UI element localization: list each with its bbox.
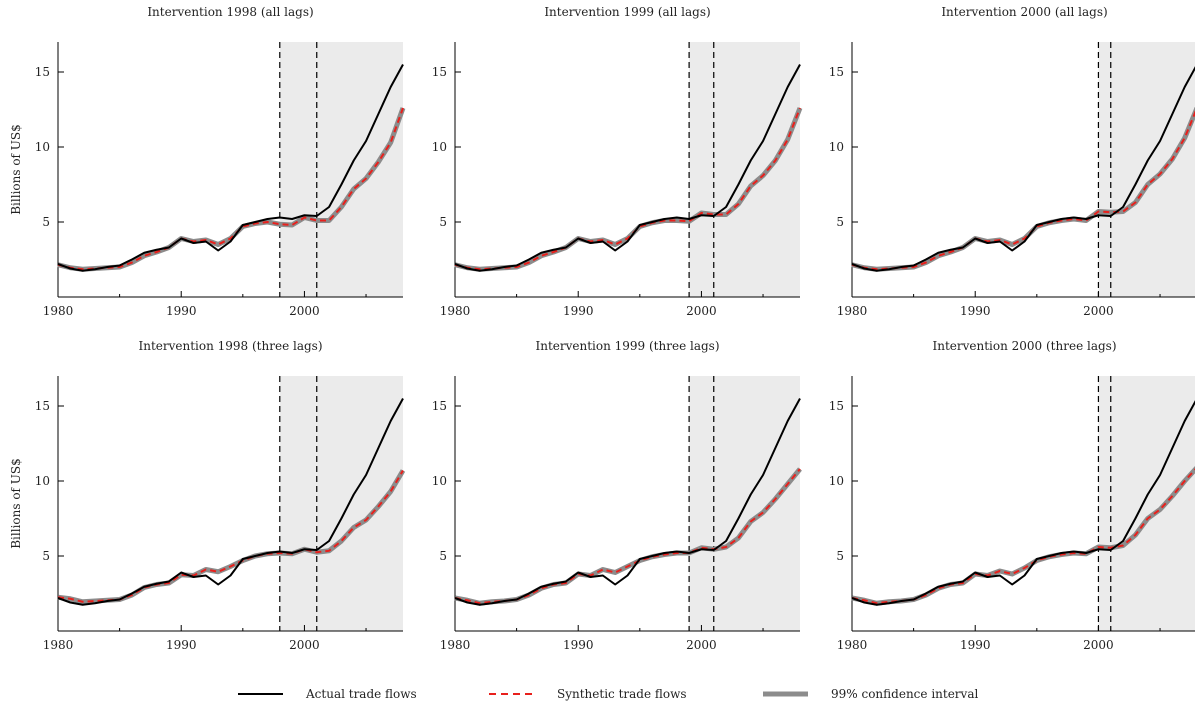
x-tick-label: 1990 — [563, 638, 594, 652]
legend-synthetic-label: Synthetic trade flows — [557, 687, 687, 701]
y-tick-label: 15 — [432, 399, 447, 413]
x-tick-label: 1980 — [43, 638, 74, 652]
actual-trade-flows-line — [851, 400, 1195, 606]
x-tick-label: 2000 — [1083, 304, 1114, 318]
post-intervention-shade — [279, 42, 403, 297]
x-tick-label: 1990 — [960, 304, 991, 318]
x-tick-label: 2000 — [1083, 638, 1114, 652]
legend-ci-label: 99% confidence interval — [831, 687, 978, 701]
legend-actual-label: Actual trade flows — [305, 687, 417, 701]
panel-2: Intervention 1999 (all lags) 1980 1990 2000… — [432, 5, 803, 318]
panel-title: Intervention 1999 (three lags) — [535, 339, 719, 353]
synthetic-trade-flows-line — [57, 469, 404, 603]
y-tick-label: 5 — [439, 549, 447, 563]
x-tick-label: 1980 — [440, 304, 471, 318]
y-tick-label: 10 — [432, 140, 447, 154]
synthetic-trade-flows-line — [57, 107, 404, 271]
actual-trade-flows-line — [57, 64, 404, 272]
panel-6: Intervention 2000 (three lags) 1980 1990 20… — [829, 339, 1195, 652]
y-tick-label: 5 — [439, 215, 447, 229]
panel-title: Intervention 1998 (all lags) — [147, 5, 313, 19]
actual-trade-flows-line — [57, 398, 404, 606]
post-intervention-shade — [1098, 42, 1195, 297]
actual-trade-flows-line — [454, 398, 801, 606]
x-tick-label: 1980 — [440, 638, 471, 652]
y-tick-label: 15 — [432, 65, 447, 79]
x-tick-label: 1990 — [960, 638, 991, 652]
y-tick-label: 10 — [35, 140, 50, 154]
chart-legend: Actual trade flows Synthetic trade flows… — [238, 687, 978, 701]
y-axis-label: Billions of US$ — [9, 124, 23, 215]
actual-trade-flows-line — [454, 64, 801, 272]
panel-title: Intervention 1998 (three lags) — [138, 339, 322, 353]
y-tick-label: 5 — [42, 215, 50, 229]
x-tick-label: 2000 — [289, 304, 320, 318]
y-tick-label: 10 — [829, 474, 844, 488]
x-tick-label: 1990 — [166, 304, 197, 318]
post-intervention-shade — [689, 42, 800, 297]
y-tick-label: 15 — [829, 399, 844, 413]
actual-trade-flows-line — [851, 66, 1195, 272]
y-tick-label: 10 — [432, 474, 447, 488]
post-intervention-shade — [1098, 376, 1195, 631]
post-intervention-shade — [689, 376, 800, 631]
synthetic-trade-flows-line — [851, 468, 1195, 605]
panel-title: Intervention 1999 (all lags) — [544, 5, 710, 19]
panel-5: Intervention 1999 (three lags) 1980 1990 20… — [432, 339, 802, 652]
y-tick-label: 5 — [42, 549, 50, 563]
y-tick-label: 10 — [35, 474, 50, 488]
y-tick-label: 15 — [35, 399, 50, 413]
y-tick-label: 15 — [829, 65, 844, 79]
synthetic-trade-flows-line — [454, 468, 801, 605]
chart-panels: Intervention 1998 (all lags) Billions of … — [9, 5, 1195, 652]
y-tick-label: 15 — [35, 65, 50, 79]
y-axis-label: Billions of US$ — [9, 458, 23, 549]
y-tick-label: 5 — [836, 215, 844, 229]
y-tick-label: 5 — [836, 549, 844, 563]
x-tick-label: 2000 — [686, 304, 717, 318]
panel-title: Intervention 2000 (all lags) — [941, 5, 1107, 19]
synthetic-trade-flows-line — [454, 107, 801, 271]
x-tick-label: 1990 — [563, 304, 594, 318]
x-tick-label: 1980 — [837, 304, 868, 318]
x-tick-label: 1980 — [837, 638, 868, 652]
panel-title: Intervention 2000 (three lags) — [932, 339, 1116, 353]
panel-4: Intervention 1998 (three lags) Billions o… — [9, 339, 406, 652]
panel-1: Intervention 1998 (all lags) Billions of … — [9, 5, 406, 318]
post-intervention-shade — [279, 376, 403, 631]
x-tick-label: 1980 — [43, 304, 74, 318]
panel-3: Intervention 2000 (all lags) 1980 1990 2000… — [829, 5, 1195, 318]
y-tick-label: 10 — [829, 140, 844, 154]
x-tick-label: 1990 — [166, 638, 197, 652]
x-tick-label: 2000 — [686, 638, 717, 652]
synthetic-trade-flows-line — [851, 110, 1195, 271]
x-tick-label: 2000 — [289, 638, 320, 652]
